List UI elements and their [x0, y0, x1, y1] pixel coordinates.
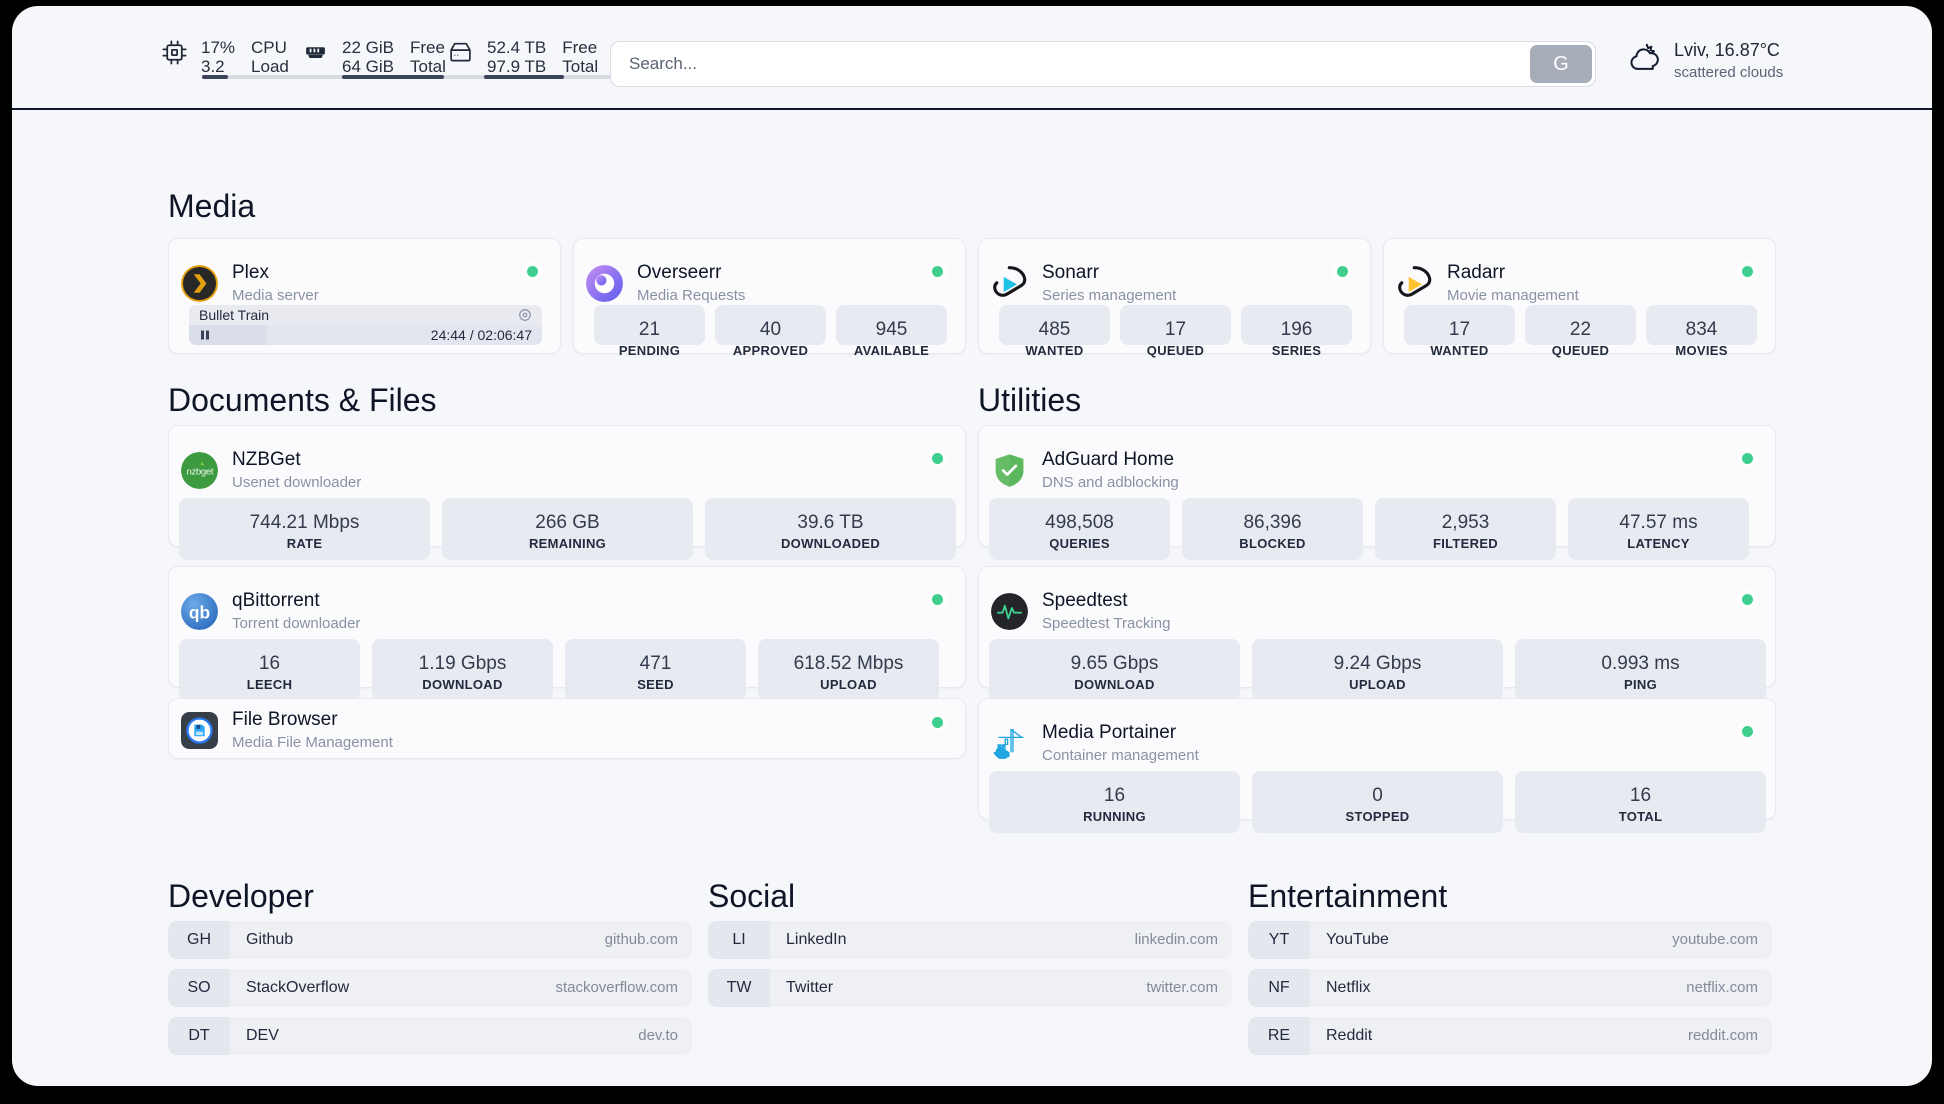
svg-text:qb: qb	[189, 602, 210, 622]
svg-text:nzbget: nzbget	[187, 467, 214, 478]
